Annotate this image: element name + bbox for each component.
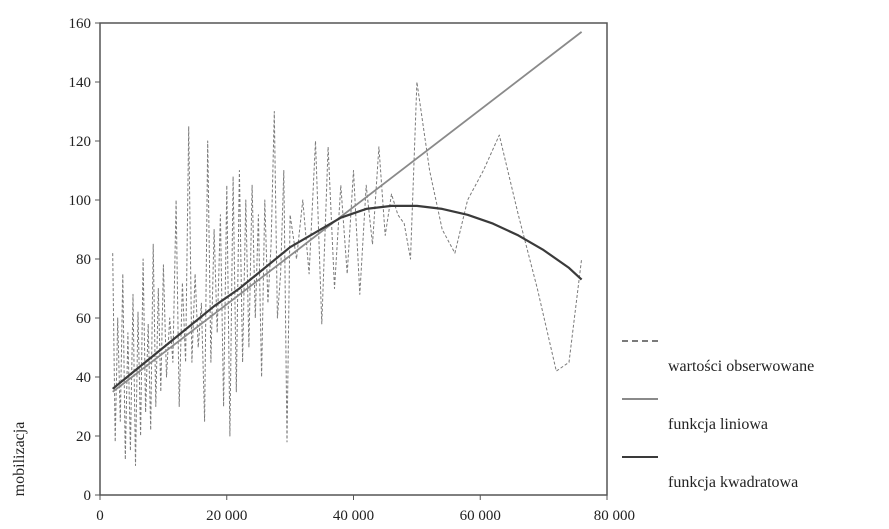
legend-swatch-linear: [622, 398, 658, 400]
legend-entry-linear: funkcja liniowa: [622, 388, 887, 446]
y-axis: 0 20 40 60 80 100 120 140 160: [69, 16, 100, 504]
legend-label-observed: wartości obserwowane: [668, 358, 815, 375]
plot-area-frame: [99, 22, 608, 496]
x-tick-label: 60 000: [460, 508, 501, 524]
x-tick-label: 40 000: [333, 508, 374, 524]
y-tick-label: 120: [69, 134, 92, 150]
legend-entry-quadratic: funkcja kwadratowa: [622, 446, 887, 504]
y-tick-label: 60: [76, 311, 91, 327]
legend: wartości obserwowane funkcja liniowa fun…: [622, 330, 887, 504]
y-tick-label: 20: [76, 429, 91, 445]
y-tick-label: 100: [69, 193, 92, 209]
y-tick-label: 80: [76, 252, 91, 268]
series-linear-line: [112, 31, 583, 393]
legend-label-linear: funkcja liniowa: [668, 416, 768, 433]
y-axis-label: mobilizacja: [11, 422, 28, 497]
series-quadratic-line: [112, 204, 583, 390]
y-tick-label: 140: [69, 75, 92, 91]
x-tick-label: 80 000: [594, 508, 635, 524]
x-tick-label: 20 000: [206, 508, 247, 524]
series-observed-line: [112, 81, 583, 466]
legend-swatch-observed: [622, 340, 658, 342]
legend-label-quadratic: funkcja kwadratowa: [668, 474, 799, 491]
y-tick-label: 40: [76, 370, 91, 386]
legend-swatch-quadratic: [622, 456, 658, 458]
legend-entry-observed: wartości obserwowane: [622, 330, 887, 388]
x-tick-label: 0: [96, 508, 104, 524]
y-tick-label: 160: [69, 16, 92, 32]
x-axis: 0 20 000 40 000 60 000 80 000: [96, 495, 635, 524]
y-tick-label: 0: [84, 488, 92, 504]
series-layer: [112, 31, 583, 466]
